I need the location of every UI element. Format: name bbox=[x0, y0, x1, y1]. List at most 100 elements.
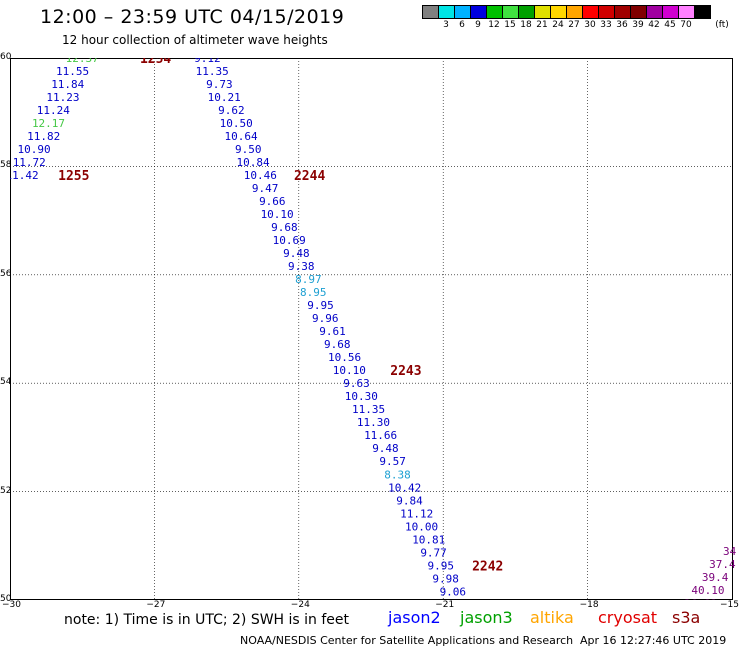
wave-height-reading: 10.56 bbox=[328, 351, 361, 364]
wave-height-reading: 11.35 bbox=[352, 403, 385, 416]
wave-height-reading: 9.47 bbox=[252, 182, 279, 195]
legend-swatch bbox=[422, 5, 439, 19]
legend-swatch bbox=[598, 5, 615, 19]
legend-swatch bbox=[550, 5, 567, 19]
legend-swatch bbox=[486, 5, 503, 19]
legend-label: 24 bbox=[552, 20, 564, 30]
legend-swatch bbox=[662, 5, 679, 19]
longitude-tick-label: −30 bbox=[2, 600, 21, 610]
longitude-tick-label: −15 bbox=[720, 600, 739, 610]
wave-height-reading: 8.97 bbox=[295, 273, 322, 286]
legend-label: 30 bbox=[584, 20, 596, 30]
mission-jason2: jason2 bbox=[388, 608, 441, 627]
wave-height-reading: 34 bbox=[723, 545, 737, 558]
legend-label: 42 bbox=[648, 20, 660, 30]
wave-height-reading: 9.95 bbox=[428, 559, 455, 572]
wave-height-reading: 10.46 bbox=[244, 169, 277, 182]
wave-height-reading: 37.4 bbox=[709, 558, 736, 571]
legend-unit: (ft) bbox=[715, 20, 729, 30]
color-legend-labels: 3 6 9 12 15 18 21 24 27 30 33 36 39 42 45 70 (ft) bbox=[422, 20, 734, 30]
wave-height-reading: 11.24 bbox=[37, 104, 70, 117]
legend-swatch bbox=[678, 5, 695, 19]
wave-height-reading: 9.57 bbox=[379, 455, 406, 468]
pass-time-label: 1255 bbox=[58, 169, 89, 184]
wave-height-reading: 11.84 bbox=[51, 78, 84, 91]
legend-swatch bbox=[646, 5, 663, 19]
legend-swatch bbox=[518, 5, 535, 19]
legend-swatch bbox=[566, 5, 583, 19]
wave-height-reading: 12.17 bbox=[32, 117, 65, 130]
wave-height-reading: 10.81 bbox=[412, 533, 445, 546]
legend-swatch bbox=[534, 5, 551, 19]
wave-height-reading: 10.64 bbox=[224, 130, 257, 143]
page-subtitle: 12 hour collection of altimeter wave hei… bbox=[62, 33, 328, 47]
legend-swatch bbox=[582, 5, 599, 19]
wave-height-reading: 11.23 bbox=[46, 91, 79, 104]
longitude-tick-label: −24 bbox=[290, 600, 310, 610]
legend-swatch bbox=[502, 5, 519, 19]
wave-height-reading: 9.61 bbox=[319, 325, 346, 338]
legend-swatch bbox=[454, 5, 471, 19]
note-text: note: 1) Time is in UTC; 2) SWH is in fe… bbox=[64, 612, 350, 628]
legend-label: 9 bbox=[475, 20, 481, 30]
wave-height-reading: 10.90 bbox=[18, 143, 51, 156]
mission-altika: altika bbox=[530, 608, 574, 627]
mission-s3a: s3a bbox=[672, 608, 701, 627]
legend-label: 15 bbox=[504, 20, 516, 30]
legend-swatch bbox=[614, 5, 631, 19]
latitude-tick-label: 54 bbox=[0, 377, 12, 388]
wave-height-reading: 9.84 bbox=[396, 494, 423, 507]
latitude-tick-label: 52 bbox=[0, 485, 12, 496]
wave-height-reading: 8.38 bbox=[384, 468, 411, 481]
legend-label: 36 bbox=[616, 20, 628, 30]
wave-height-reading: 9.98 bbox=[432, 572, 459, 585]
legend-label: 18 bbox=[520, 20, 532, 30]
latitude-tick-label: 56 bbox=[0, 268, 12, 279]
timestamp-text: Apr 16 12:27:46 UTC 2019 bbox=[580, 634, 727, 647]
wave-height-reading: 11.82 bbox=[27, 130, 60, 143]
legend-label bbox=[694, 20, 710, 30]
wave-height-reading: 10.61 bbox=[441, 598, 474, 600]
wave-height-reading: 9.66 bbox=[259, 195, 286, 208]
mission-jason3: jason3 bbox=[460, 608, 513, 627]
legend-label: 3 bbox=[443, 20, 449, 30]
legend-label bbox=[422, 20, 438, 30]
wave-height-reading: 9.73 bbox=[206, 78, 233, 91]
wave-height-reading: 10.42 bbox=[388, 481, 421, 494]
legend-swatch bbox=[630, 5, 647, 19]
wave-height-reading: 11.35 bbox=[196, 65, 229, 78]
wave-height-reading: 9.12 bbox=[194, 58, 221, 65]
legend-label: 12 bbox=[488, 20, 500, 30]
wave-height-reading: 12.37 bbox=[66, 58, 99, 65]
legend-label: 33 bbox=[600, 20, 612, 30]
latitude-tick-label: 58 bbox=[0, 160, 12, 171]
wave-height-reading: 11.66 bbox=[364, 429, 397, 442]
wave-height-reading: 8.95 bbox=[300, 286, 327, 299]
wave-height-reading: 11.72 bbox=[13, 156, 46, 169]
wave-height-reading: 10.10 bbox=[333, 364, 366, 377]
wave-height-reading: 11.42 bbox=[10, 169, 39, 182]
legend-label: 70 bbox=[680, 20, 692, 30]
wave-height-reading: 9.48 bbox=[372, 442, 399, 455]
longitude-tick-label: −21 bbox=[435, 600, 455, 610]
wave-height-reading: 9.96 bbox=[312, 312, 339, 325]
wave-height-reading: 9.63 bbox=[343, 377, 370, 390]
wave-height-reading: 9.06 bbox=[440, 585, 467, 598]
pass-time-label: 1254 bbox=[140, 58, 171, 67]
mission-cryosat: cryosat bbox=[598, 608, 658, 627]
wave-height-reading: 9.77 bbox=[420, 546, 447, 559]
wave-height-reading: 10.50 bbox=[220, 117, 253, 130]
legend-swatch bbox=[438, 5, 455, 19]
legend-label: 21 bbox=[536, 20, 548, 30]
wave-height-reading: 40.10 bbox=[691, 584, 724, 597]
color-legend bbox=[422, 5, 711, 19]
wave-height-map: 12.3711.5511.8411.2311.2412.1711.8210.90… bbox=[10, 58, 737, 600]
wave-height-reading: 11.12 bbox=[400, 507, 433, 520]
wave-height-reading: 9.68 bbox=[271, 221, 298, 234]
wave-height-reading: 10.30 bbox=[345, 390, 378, 403]
legend-label: 39 bbox=[632, 20, 644, 30]
credit-text: NOAA/NESDIS Center for Satellite Applica… bbox=[240, 634, 574, 647]
wave-height-reading: 10.69 bbox=[273, 234, 306, 247]
wave-height-reading: 9.38 bbox=[288, 260, 315, 273]
pass-time-label: 2242 bbox=[472, 559, 503, 574]
